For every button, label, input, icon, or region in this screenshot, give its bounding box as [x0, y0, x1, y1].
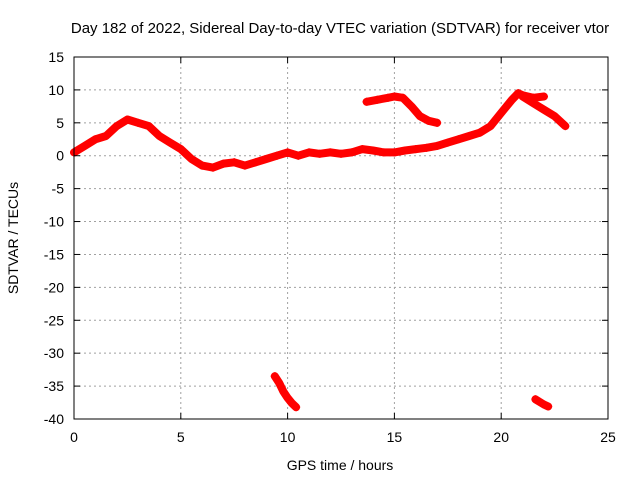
data-point [187, 155, 196, 164]
data-point [134, 118, 143, 127]
data-point [422, 143, 431, 152]
data-point [347, 148, 356, 157]
data-point [369, 146, 378, 155]
data-point [155, 131, 164, 140]
data-point [401, 146, 410, 155]
series-upper-segment [362, 92, 442, 127]
data-point [407, 102, 416, 111]
x-tick-label: 0 [70, 429, 78, 445]
data-point [486, 122, 495, 131]
data-point [454, 135, 463, 144]
data-point [198, 161, 207, 170]
data-point [535, 397, 544, 406]
data-point [424, 116, 433, 125]
data-point [544, 402, 553, 411]
data-point [262, 155, 271, 164]
data-point [379, 148, 388, 157]
x-tick-label: 20 [493, 429, 509, 445]
data-point [80, 141, 89, 150]
data-point [315, 149, 324, 158]
data-point [279, 387, 288, 396]
y-tick-label: 15 [48, 49, 64, 65]
y-tick-label: 10 [48, 82, 64, 98]
data-point [416, 112, 425, 121]
data-point [539, 105, 548, 114]
data-point [240, 161, 249, 170]
series-low-segment-10h [270, 372, 301, 412]
data-point [326, 148, 335, 157]
data-point [398, 93, 407, 102]
data-point [337, 149, 345, 158]
y-tick-label: -30 [44, 345, 64, 361]
y-axis-label: SDTVAR / TECUs [5, 182, 21, 294]
data-point [550, 112, 559, 121]
data-point [411, 145, 420, 154]
data-point [390, 92, 399, 101]
series-main-trace [70, 89, 548, 172]
plot-frame [73, 56, 609, 420]
x-tick-label: 5 [177, 429, 185, 445]
data-point [292, 403, 301, 412]
data-point [176, 145, 185, 154]
y-tick-label: -25 [44, 312, 64, 328]
y-tick-label: 0 [56, 148, 64, 164]
data-point [443, 138, 452, 147]
x-tick-label: 10 [280, 429, 296, 445]
data-layer [70, 89, 570, 412]
data-point [230, 158, 239, 167]
series-band [531, 395, 553, 411]
data-point [251, 158, 260, 167]
data-point [144, 122, 153, 131]
series-late-decline [518, 92, 570, 131]
data-point [287, 399, 296, 408]
data-point [539, 92, 548, 101]
data-point [123, 115, 132, 124]
data-point [112, 122, 121, 131]
data-point [531, 395, 540, 404]
y-tick-label: -15 [44, 246, 64, 262]
data-point [539, 400, 548, 409]
data-point [475, 128, 484, 137]
y-tick-label: -5 [52, 181, 65, 197]
data-point [166, 138, 175, 147]
data-point [433, 141, 442, 150]
data-point [102, 131, 111, 140]
data-point [529, 99, 538, 108]
data-point [294, 151, 303, 160]
data-point [270, 372, 279, 381]
data-point [507, 95, 516, 104]
chart-title: Day 182 of 2022, Sidereal Day-to-day VTE… [71, 20, 609, 37]
data-point [373, 95, 382, 104]
ticks: 0 5 10 15 20 25 -40 -35 -30 -25 -20 -15 -10 -5 0 5 10 15 [44, 49, 616, 445]
data-point [497, 108, 506, 117]
data-point [283, 393, 292, 402]
data-point [362, 97, 371, 106]
data-point [383, 93, 392, 102]
series-band [70, 89, 548, 172]
data-point [561, 122, 570, 131]
series-low-segment-22h [531, 395, 553, 411]
data-point [208, 163, 217, 172]
y-tick-label: -40 [44, 411, 64, 427]
data-point [275, 378, 284, 387]
y-tick-label: -20 [44, 279, 64, 295]
x-tick-label: 15 [387, 429, 403, 445]
y-tick-label: -35 [44, 378, 64, 394]
y-tick-label: 5 [56, 115, 64, 131]
y-tick-label: -10 [44, 214, 64, 230]
data-point [219, 159, 228, 168]
x-tick-label: 25 [600, 429, 616, 445]
data-point [272, 151, 281, 160]
data-point [433, 118, 442, 127]
data-point [465, 131, 474, 140]
data-point [91, 135, 100, 144]
data-point [518, 92, 527, 101]
data-point [358, 145, 367, 154]
data-point [390, 148, 399, 157]
x-axis-label: GPS time / hours [287, 457, 394, 473]
data-point [304, 148, 313, 157]
data-point [283, 148, 292, 157]
